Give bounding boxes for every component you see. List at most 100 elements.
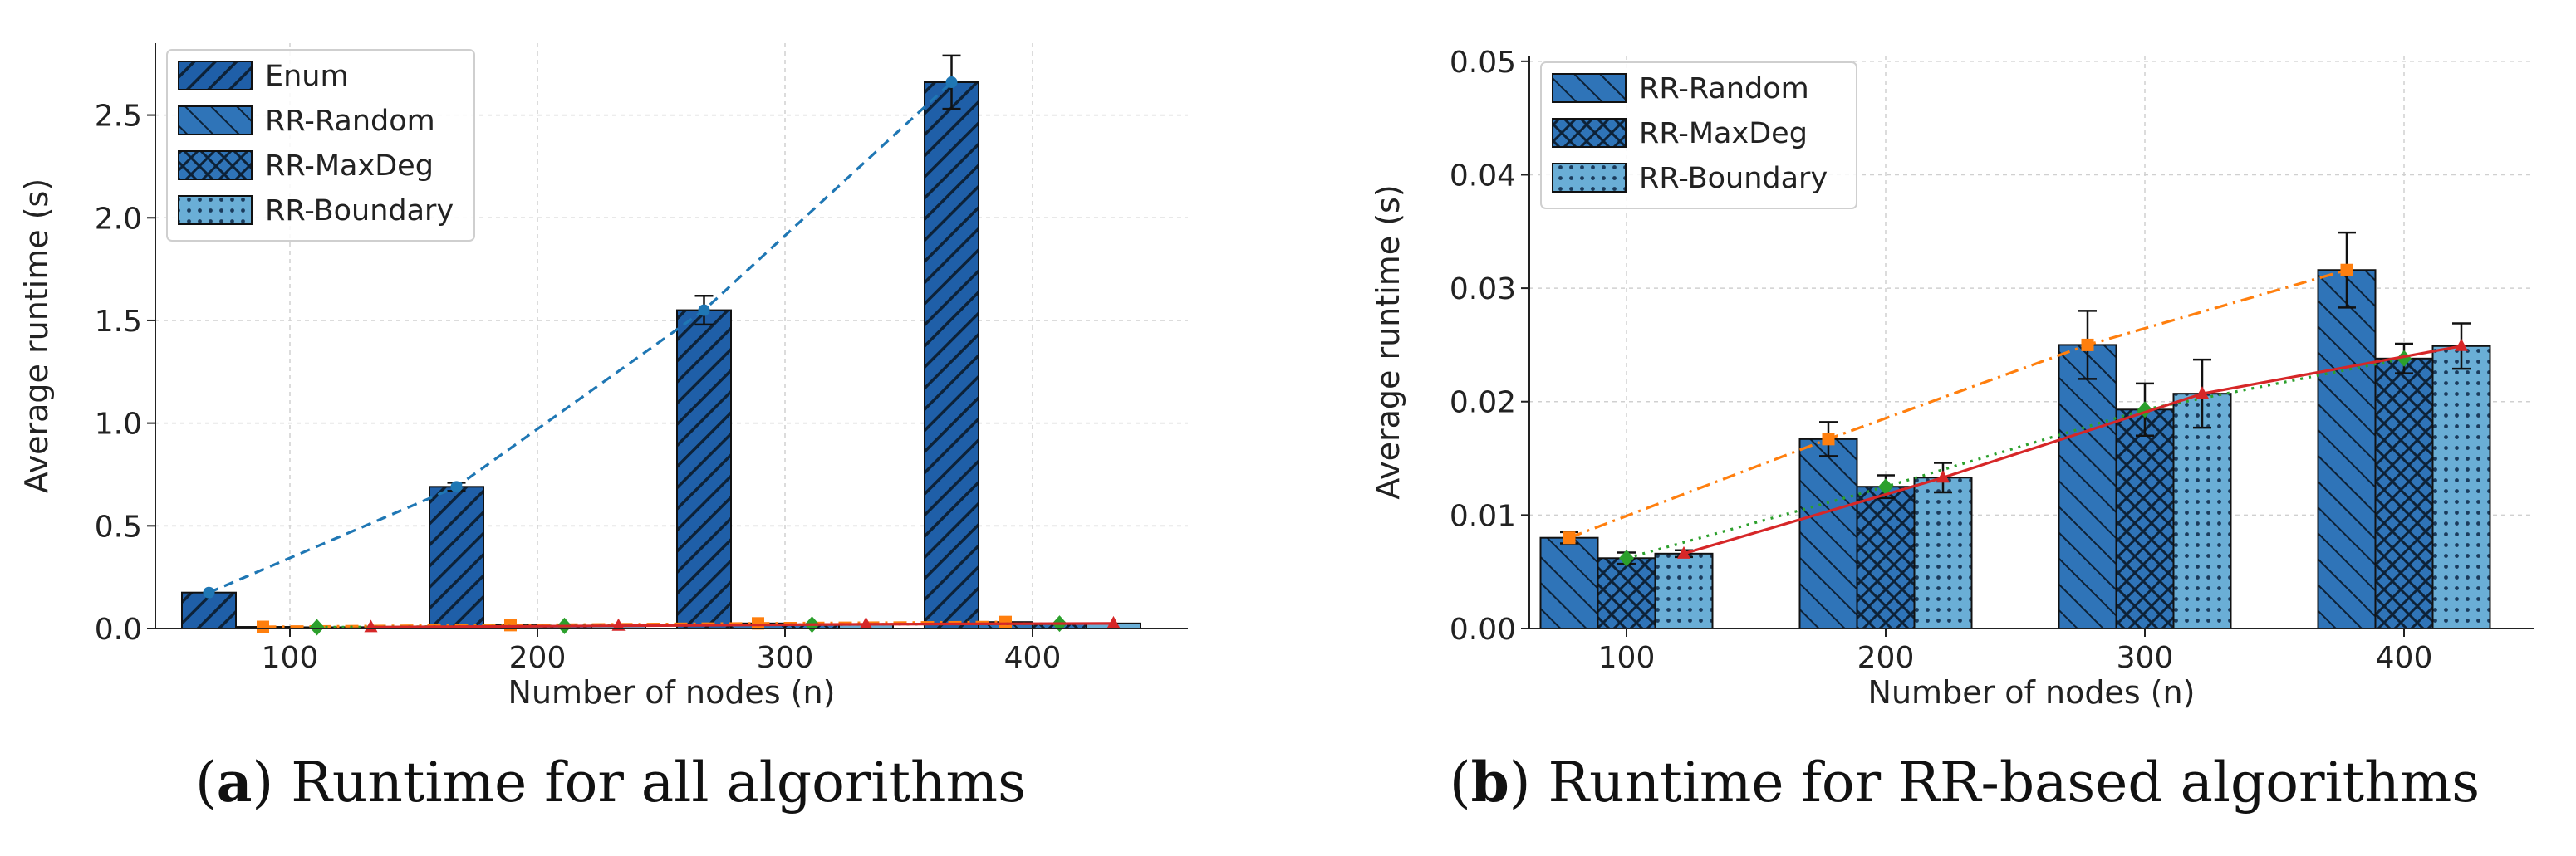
panel-a-y-tick-label-5: 2.5 bbox=[95, 100, 142, 134]
panel-a-y-tick-label-4: 2.0 bbox=[95, 202, 142, 236]
panel-b-bar-rr-random-400 bbox=[2317, 269, 2377, 629]
panel-a-x-tick-label-100: 100 bbox=[262, 641, 319, 675]
panel-b-marker-rr-random-200 bbox=[1822, 433, 1835, 446]
panel-a-marker-rr-boundary-200 bbox=[611, 618, 626, 631]
panel-a-marker-enum-200 bbox=[450, 481, 463, 493]
panel-a-bar-enum-400 bbox=[924, 81, 979, 629]
panel-b-legend-label-rr-random: RR-Random bbox=[1639, 72, 1809, 105]
panel-a-x-tick-label-400: 400 bbox=[1004, 641, 1062, 675]
panel-b-y-tick-label-4: 0.04 bbox=[1450, 159, 1516, 193]
panel-a-legend-swatch-rr-maxdeg bbox=[178, 150, 253, 180]
panel-b-bar-rr-random-300 bbox=[2058, 344, 2117, 629]
panel-a-marker-enum-400 bbox=[945, 76, 958, 88]
caption-a: (a) Runtime for all algorithms bbox=[195, 750, 1026, 814]
panel-a-marker-rr-random-400 bbox=[999, 615, 1012, 629]
panel-a-x-tick-label-300: 300 bbox=[757, 641, 814, 675]
panel-b-marker-rr-boundary-300 bbox=[2196, 386, 2209, 399]
panel-a-trend-rr-boundary bbox=[370, 622, 1114, 629]
panel-b-y-tick-label-2: 0.02 bbox=[1450, 386, 1516, 420]
panel-b-tick-labels: 0.00 0.01 0.02 0.03 0.04 0.05 100 200 300 400 bbox=[1450, 46, 2433, 675]
panel-a-y-tick-label-0: 0.0 bbox=[95, 613, 142, 647]
panel-b-trend-rr-boundary bbox=[1683, 345, 2462, 555]
panel-a-y-tick-label-1: 0.5 bbox=[95, 510, 142, 544]
panel-b-legend-swatch-rr-maxdeg bbox=[1552, 118, 1627, 148]
panel-b-marker-rr-maxdeg-400 bbox=[2397, 350, 2412, 367]
panel-b-marker-rr-random-400 bbox=[2340, 263, 2353, 276]
panel-b-marker-rr-maxdeg-100 bbox=[1619, 550, 1634, 567]
panel-b-x-tick-label-200: 200 bbox=[1857, 641, 1915, 675]
panel-b-x-tick-label-100: 100 bbox=[1598, 641, 1656, 675]
panel-b-trend-rr-maxdeg bbox=[1626, 357, 2405, 560]
panel-a-marker-rr-random-300 bbox=[752, 617, 764, 630]
panel-a-chart: 0.0 0.5 1.0 1.5 2.0 2.5 100 200 300 400 Number of… bbox=[18, 43, 1188, 711]
caption-b-letter: b bbox=[1471, 750, 1509, 814]
panel-a-legend: Enum RR-Random RR-MaxDeg RR-Boundary bbox=[166, 49, 475, 242]
panel-b-bar-rr-boundary-200 bbox=[1913, 477, 1973, 629]
panel-b-bar-rr-boundary-400 bbox=[2431, 345, 2491, 629]
panel-a-legend-swatch-enum bbox=[178, 61, 253, 90]
panel-b-y-tick-label-3: 0.03 bbox=[1450, 272, 1516, 306]
caption-a-text: ) Runtime for all algorithms bbox=[253, 751, 1027, 814]
panel-a-marker-rr-boundary-300 bbox=[859, 616, 873, 629]
panel-a-bar-enum-200 bbox=[429, 486, 484, 629]
panel-a-y-tick-label-2: 1.0 bbox=[95, 408, 142, 442]
panel-b-bar-rr-maxdeg-300 bbox=[2115, 408, 2175, 629]
panel-b-axes bbox=[1528, 56, 2534, 629]
panel-a-bar-enum-100 bbox=[181, 591, 237, 629]
panel-b-y-tick-label-1: 0.01 bbox=[1450, 499, 1516, 533]
panel-a-tick-labels: 0.0 0.5 1.0 1.5 2.0 2.5 100 200 300 400 bbox=[95, 100, 1062, 675]
panel-a-legend-label-rr-boundary: RR-Boundary bbox=[265, 194, 454, 227]
panel-b-trend-rr-random bbox=[1568, 268, 2348, 540]
panel-b-x-axis-label: Number of nodes (n) bbox=[1868, 674, 2196, 711]
panel-b-bar-rr-boundary-300 bbox=[2172, 393, 2232, 629]
panel-b-legend-swatch-rr-boundary bbox=[1552, 163, 1627, 193]
panel-a-legend-label-rr-maxdeg: RR-MaxDeg bbox=[265, 149, 434, 183]
panel-a-marker-enum-300 bbox=[698, 304, 710, 316]
panel-b-bar-rr-maxdeg-200 bbox=[1856, 486, 1916, 630]
panel-b-bar-rr-random-100 bbox=[1539, 536, 1599, 629]
panel-b-y-axis-label: Average runtime (s) bbox=[1370, 184, 1406, 499]
panel-b-y-tick-label-0: 0.00 bbox=[1450, 613, 1516, 647]
panel-a-legend-box bbox=[166, 49, 475, 242]
panel-b-y-tick-label-5: 0.05 bbox=[1450, 46, 1516, 80]
panel-a-marker-rr-random-100 bbox=[257, 620, 269, 633]
caption-b: (b) Runtime for RR-based algorithms bbox=[1450, 750, 2480, 814]
panel-b-x-tick-label-300: 300 bbox=[2117, 641, 2174, 675]
panel-b-bars bbox=[1539, 269, 2491, 630]
panel-a-marker-rr-maxdeg-100 bbox=[309, 619, 325, 636]
caption-b-text: ) Runtime for RR-based algorithms bbox=[1509, 751, 2480, 814]
panel-a-bar-enum-300 bbox=[676, 309, 732, 629]
panel-a-x-axis-label: Number of nodes (n) bbox=[508, 674, 836, 711]
panel-b-legend-label-rr-boundary: RR-Boundary bbox=[1639, 162, 1828, 195]
panel-a-legend-swatch-rr-random bbox=[178, 105, 253, 135]
panel-b-trend-lines bbox=[1563, 263, 2468, 567]
caption-a-letter: a bbox=[217, 750, 253, 814]
panel-a-legend-swatch-rr-boundary bbox=[178, 195, 253, 225]
panel-a-trend-enum bbox=[208, 81, 953, 594]
panel-b-marker-rr-random-300 bbox=[2081, 338, 2094, 351]
panel-b-bar-rr-maxdeg-100 bbox=[1597, 557, 1656, 629]
panel-a-marker-enum-100 bbox=[203, 586, 215, 599]
panel-a-x-tick-label-200: 200 bbox=[509, 641, 567, 675]
panel-b-x-tick-label-400: 400 bbox=[2376, 641, 2433, 675]
panel-b-marker-rr-random-100 bbox=[1563, 531, 1576, 545]
panel-b-legend: RR-Random RR-MaxDeg RR-Boundary bbox=[1540, 61, 1857, 209]
panel-b-marker-rr-boundary-100 bbox=[1677, 545, 1690, 559]
panel-b-bar-rr-maxdeg-400 bbox=[2374, 357, 2434, 629]
panel-a-y-tick-label-3: 1.5 bbox=[95, 305, 142, 339]
panel-a-bars bbox=[181, 81, 1141, 630]
panel-a-legend-label-enum: Enum bbox=[265, 60, 349, 93]
panel-b-chart: 0.00 0.01 0.02 0.03 0.04 0.05 100 200 300 400 Num… bbox=[1370, 46, 2534, 711]
panel-b-bar-rr-boundary-100 bbox=[1654, 552, 1714, 629]
panel-b-legend-swatch-rr-random bbox=[1552, 73, 1627, 103]
panel-b-bar-rr-random-200 bbox=[1798, 438, 1858, 629]
panel-a-axes bbox=[155, 43, 1188, 629]
panel-b-marker-rr-boundary-200 bbox=[1936, 470, 1950, 483]
panel-a-legend-label-rr-random: RR-Random bbox=[265, 105, 435, 138]
panel-b-marker-rr-boundary-400 bbox=[2455, 338, 2468, 351]
panel-b-marker-rr-maxdeg-200 bbox=[1878, 478, 1893, 496]
panel-a-marker-rr-boundary-400 bbox=[1106, 615, 1121, 629]
panel-b-legend-label-rr-maxdeg: RR-MaxDeg bbox=[1639, 117, 1808, 150]
panel-a-y-axis-label: Average runtime (s) bbox=[18, 179, 55, 493]
